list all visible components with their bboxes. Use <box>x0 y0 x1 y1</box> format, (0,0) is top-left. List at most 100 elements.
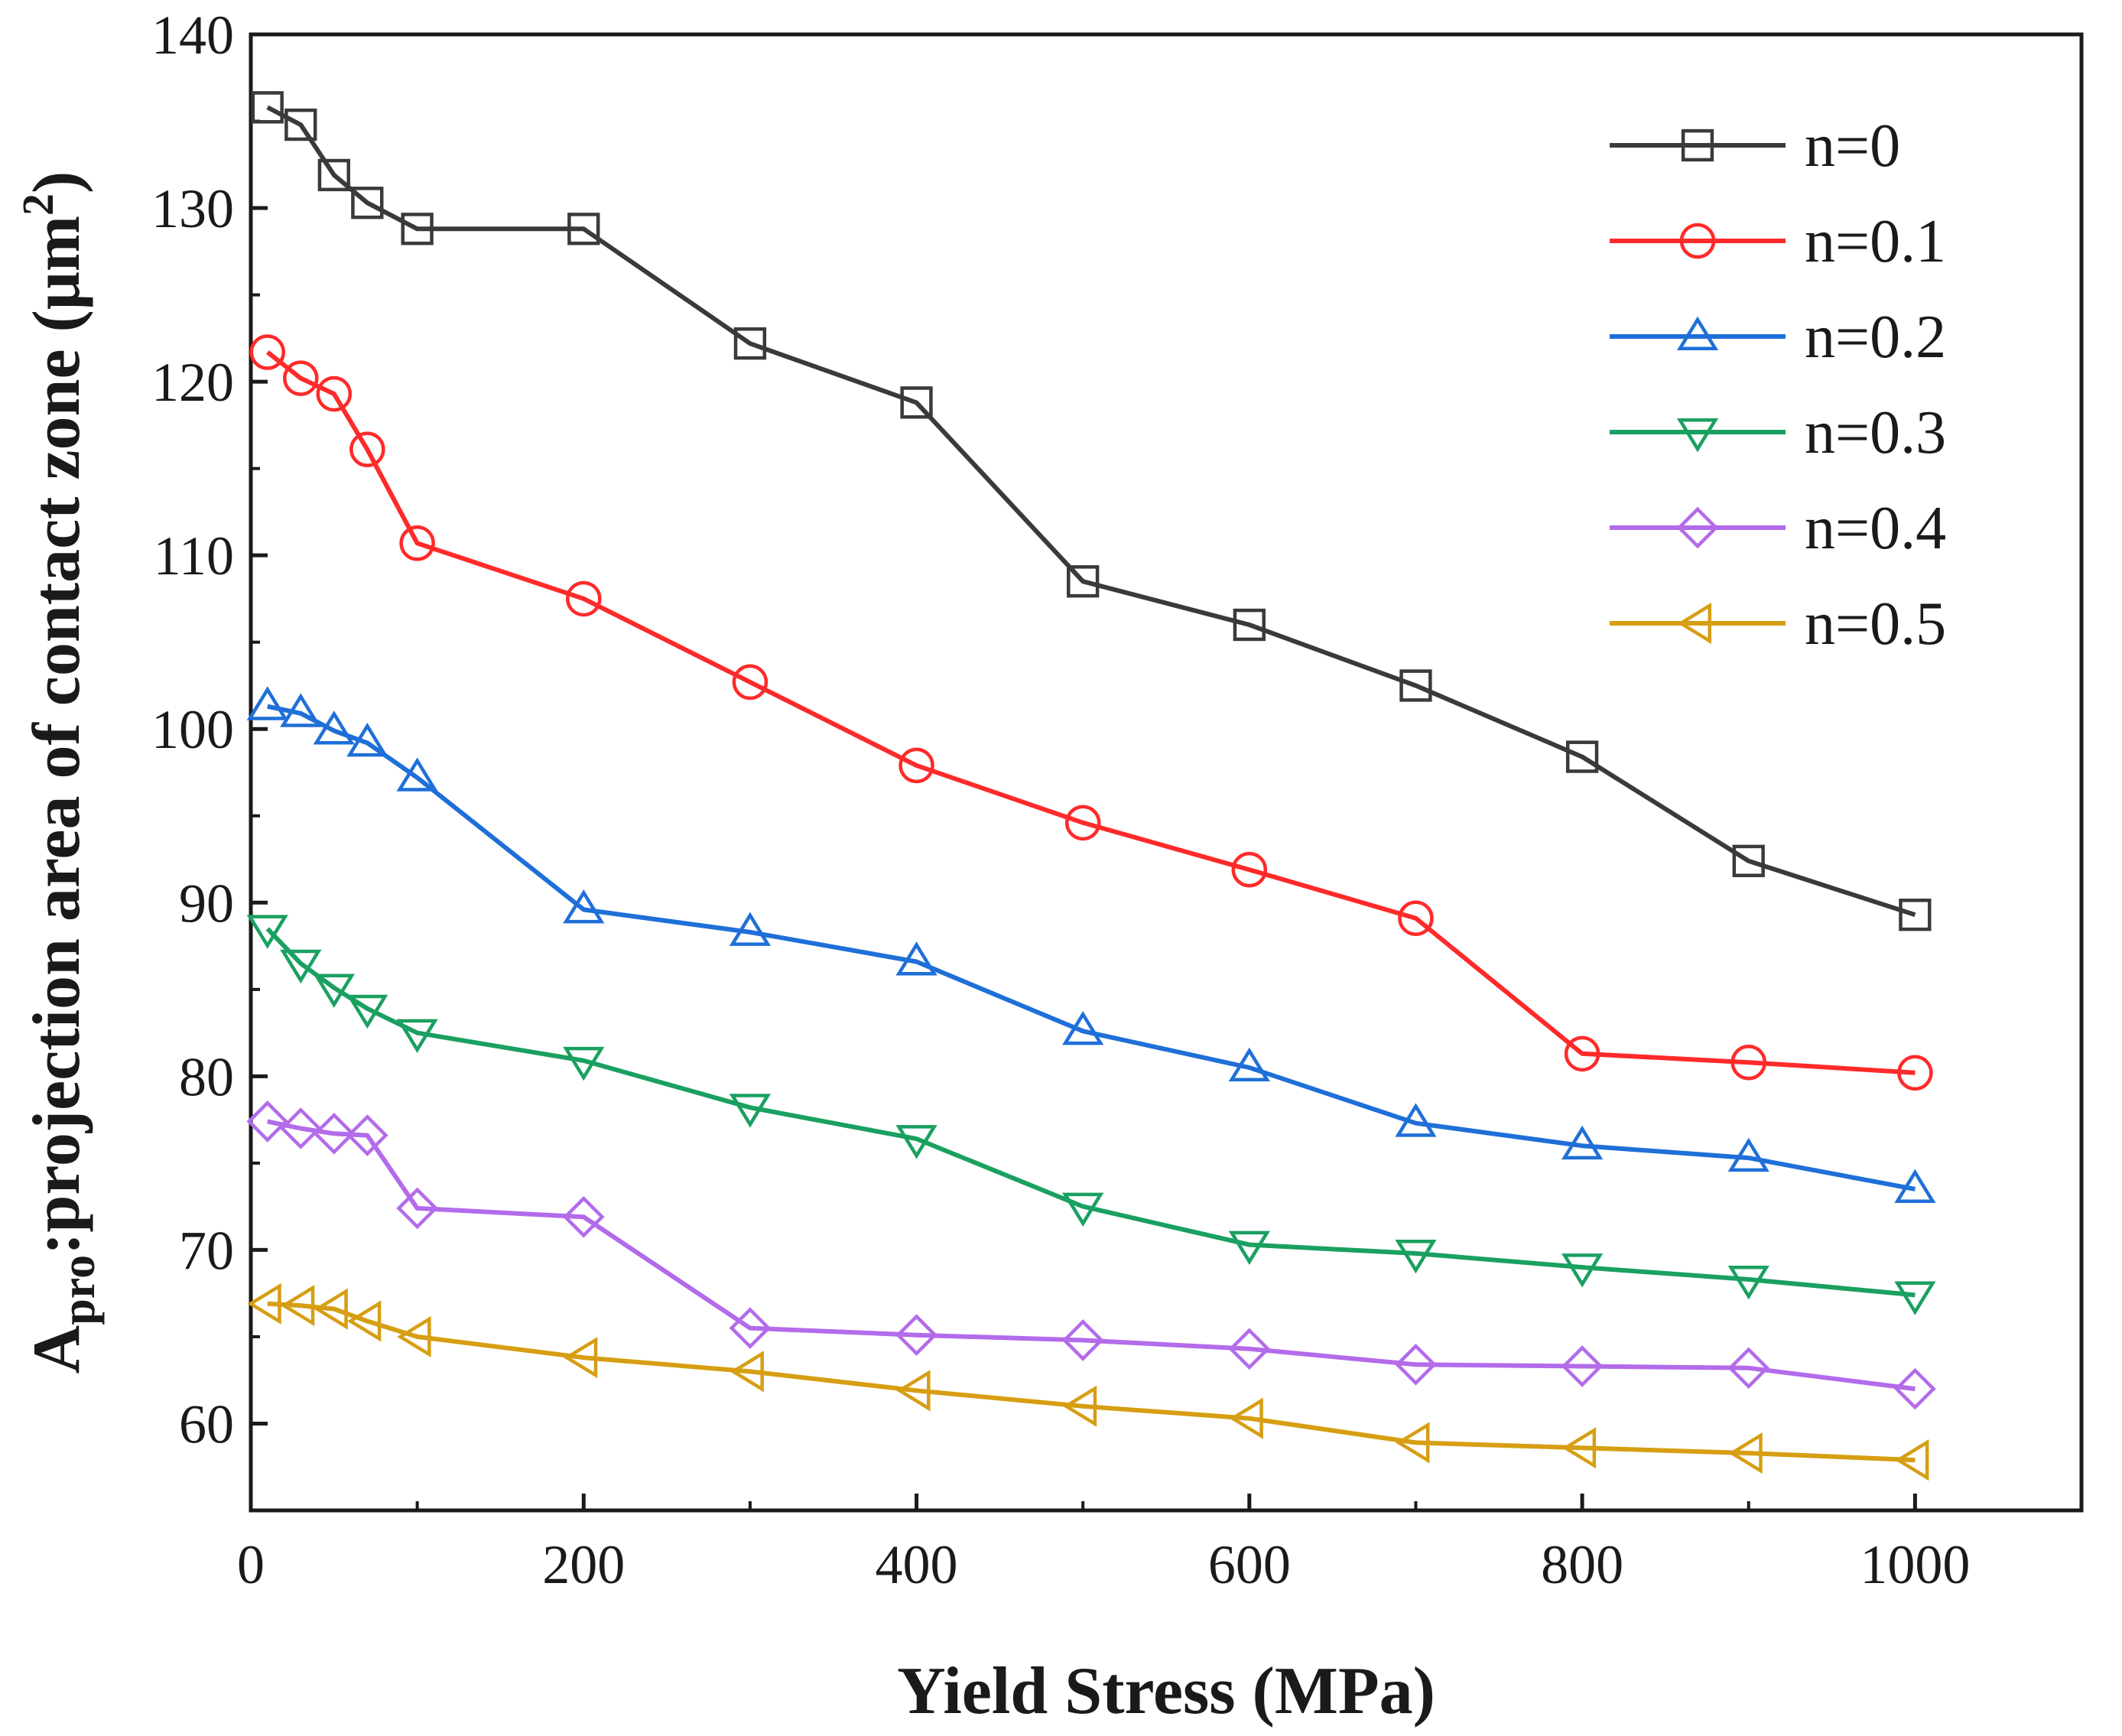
data-point <box>895 941 938 976</box>
series-n=0 <box>251 91 1932 931</box>
data-point <box>246 1100 289 1143</box>
data-point <box>1565 740 1599 773</box>
data-point <box>314 1288 348 1330</box>
y-axis-title-sup: 2 <box>13 193 63 216</box>
legend-label: n=0.3 <box>1805 399 1946 467</box>
data-point <box>566 580 602 617</box>
series-line <box>267 1301 1916 1463</box>
legend-marker <box>1676 316 1719 350</box>
data-point <box>1061 1319 1104 1361</box>
data-point <box>729 1307 772 1349</box>
legend-item: n=0.2 <box>1610 304 1946 371</box>
data-point <box>401 213 434 245</box>
data-point <box>1064 805 1101 841</box>
data-point <box>1564 1035 1600 1072</box>
data-point <box>1228 1230 1270 1265</box>
x-tick-label: 400 <box>876 1534 958 1595</box>
y-tick-label: 70 <box>179 1220 234 1281</box>
data-point <box>729 1094 772 1128</box>
y-tick-label: 120 <box>151 352 234 413</box>
series-n=0.2 <box>246 686 1936 1203</box>
data-point <box>730 1351 764 1393</box>
data-point <box>895 1125 938 1159</box>
legend-marker <box>1676 506 1719 549</box>
legend-label: n=0.1 <box>1805 208 1946 275</box>
y-tick-label: 60 <box>179 1393 234 1455</box>
series-n=0.3 <box>246 915 1936 1315</box>
series-line <box>266 105 1916 918</box>
data-point <box>1561 1427 1597 1469</box>
data-point <box>246 915 288 949</box>
data-point <box>1728 1432 1763 1474</box>
data-point <box>249 334 286 370</box>
data-point <box>563 1046 605 1081</box>
y-axis-title-close: ) <box>20 171 94 193</box>
data-point <box>346 994 388 1029</box>
x-tick-label: 600 <box>1208 1534 1291 1595</box>
legend-label: n=0 <box>1805 112 1900 180</box>
data-point <box>283 360 319 396</box>
series-n=0.1 <box>249 334 1933 1091</box>
data-point <box>351 187 384 219</box>
y-tick-label: 80 <box>179 1046 234 1107</box>
data-point <box>280 1284 315 1327</box>
y-tick-label: 140 <box>151 5 234 66</box>
data-point <box>279 1107 322 1149</box>
y-tick-label: 130 <box>151 178 234 239</box>
legend-item: n=0.5 <box>1610 590 1946 658</box>
y-axis-title-rest: :projection area of contact zone (μm <box>20 216 94 1255</box>
data-point <box>316 375 353 412</box>
x-axis-title: Yield Stress (MPa) <box>897 1654 1435 1728</box>
legend-item: n=0.3 <box>1610 399 1946 467</box>
data-point <box>1561 1345 1604 1387</box>
data-point <box>313 974 355 1008</box>
data-point <box>284 108 317 141</box>
series-line <box>265 927 1916 1298</box>
data-point <box>317 158 350 192</box>
x-axis-ticks: 0 200 400 600 800 1000 <box>237 1494 1970 1595</box>
data-point <box>729 912 772 946</box>
series-line <box>265 350 1916 1075</box>
legend-label: n=0.2 <box>1805 304 1946 371</box>
y-tick-label: 100 <box>151 699 234 760</box>
data-point <box>1395 1343 1437 1386</box>
legend-marker <box>1679 223 1716 259</box>
data-point <box>1233 608 1266 642</box>
plot-frame <box>249 32 2084 1513</box>
data-point <box>1730 1044 1766 1081</box>
data-point <box>1399 669 1432 702</box>
data-point <box>900 386 933 419</box>
data-point <box>895 1314 938 1357</box>
svg-text:Apro:projection area of contac: Apro:projection area of contact zone (μm… <box>13 171 105 1374</box>
data-point <box>346 1300 382 1342</box>
data-point <box>563 1337 598 1379</box>
data-point <box>1396 1422 1430 1464</box>
data-point <box>1894 1169 1936 1203</box>
data-point <box>1395 1103 1437 1137</box>
y-tick-label: 110 <box>154 525 234 587</box>
data-point <box>399 525 435 561</box>
data-point <box>1229 1397 1263 1439</box>
legend-label: n=0.4 <box>1805 495 1946 562</box>
data-point <box>562 1195 605 1238</box>
data-point <box>1062 1385 1097 1427</box>
data-point <box>313 710 355 745</box>
data-point <box>567 213 600 245</box>
data-point <box>1062 1192 1104 1227</box>
data-point <box>1398 900 1434 936</box>
data-point <box>896 1370 931 1412</box>
data-point <box>346 1114 388 1156</box>
data-point <box>247 1282 281 1325</box>
data-point <box>1231 851 1268 888</box>
data-point <box>397 1315 431 1358</box>
data-point <box>1228 1328 1271 1370</box>
series-line <box>267 704 1916 1191</box>
legend-marker <box>1676 418 1719 453</box>
legend: n=0 n=0.1 n=0.2 n=0.3 n=0.4 n=0.5 <box>1610 112 1946 658</box>
data-point <box>246 686 288 720</box>
y-axis-title-sub: pro <box>53 1255 105 1325</box>
data-point <box>732 664 769 701</box>
legend-marker <box>1677 602 1711 645</box>
legend-marker <box>1681 128 1714 162</box>
